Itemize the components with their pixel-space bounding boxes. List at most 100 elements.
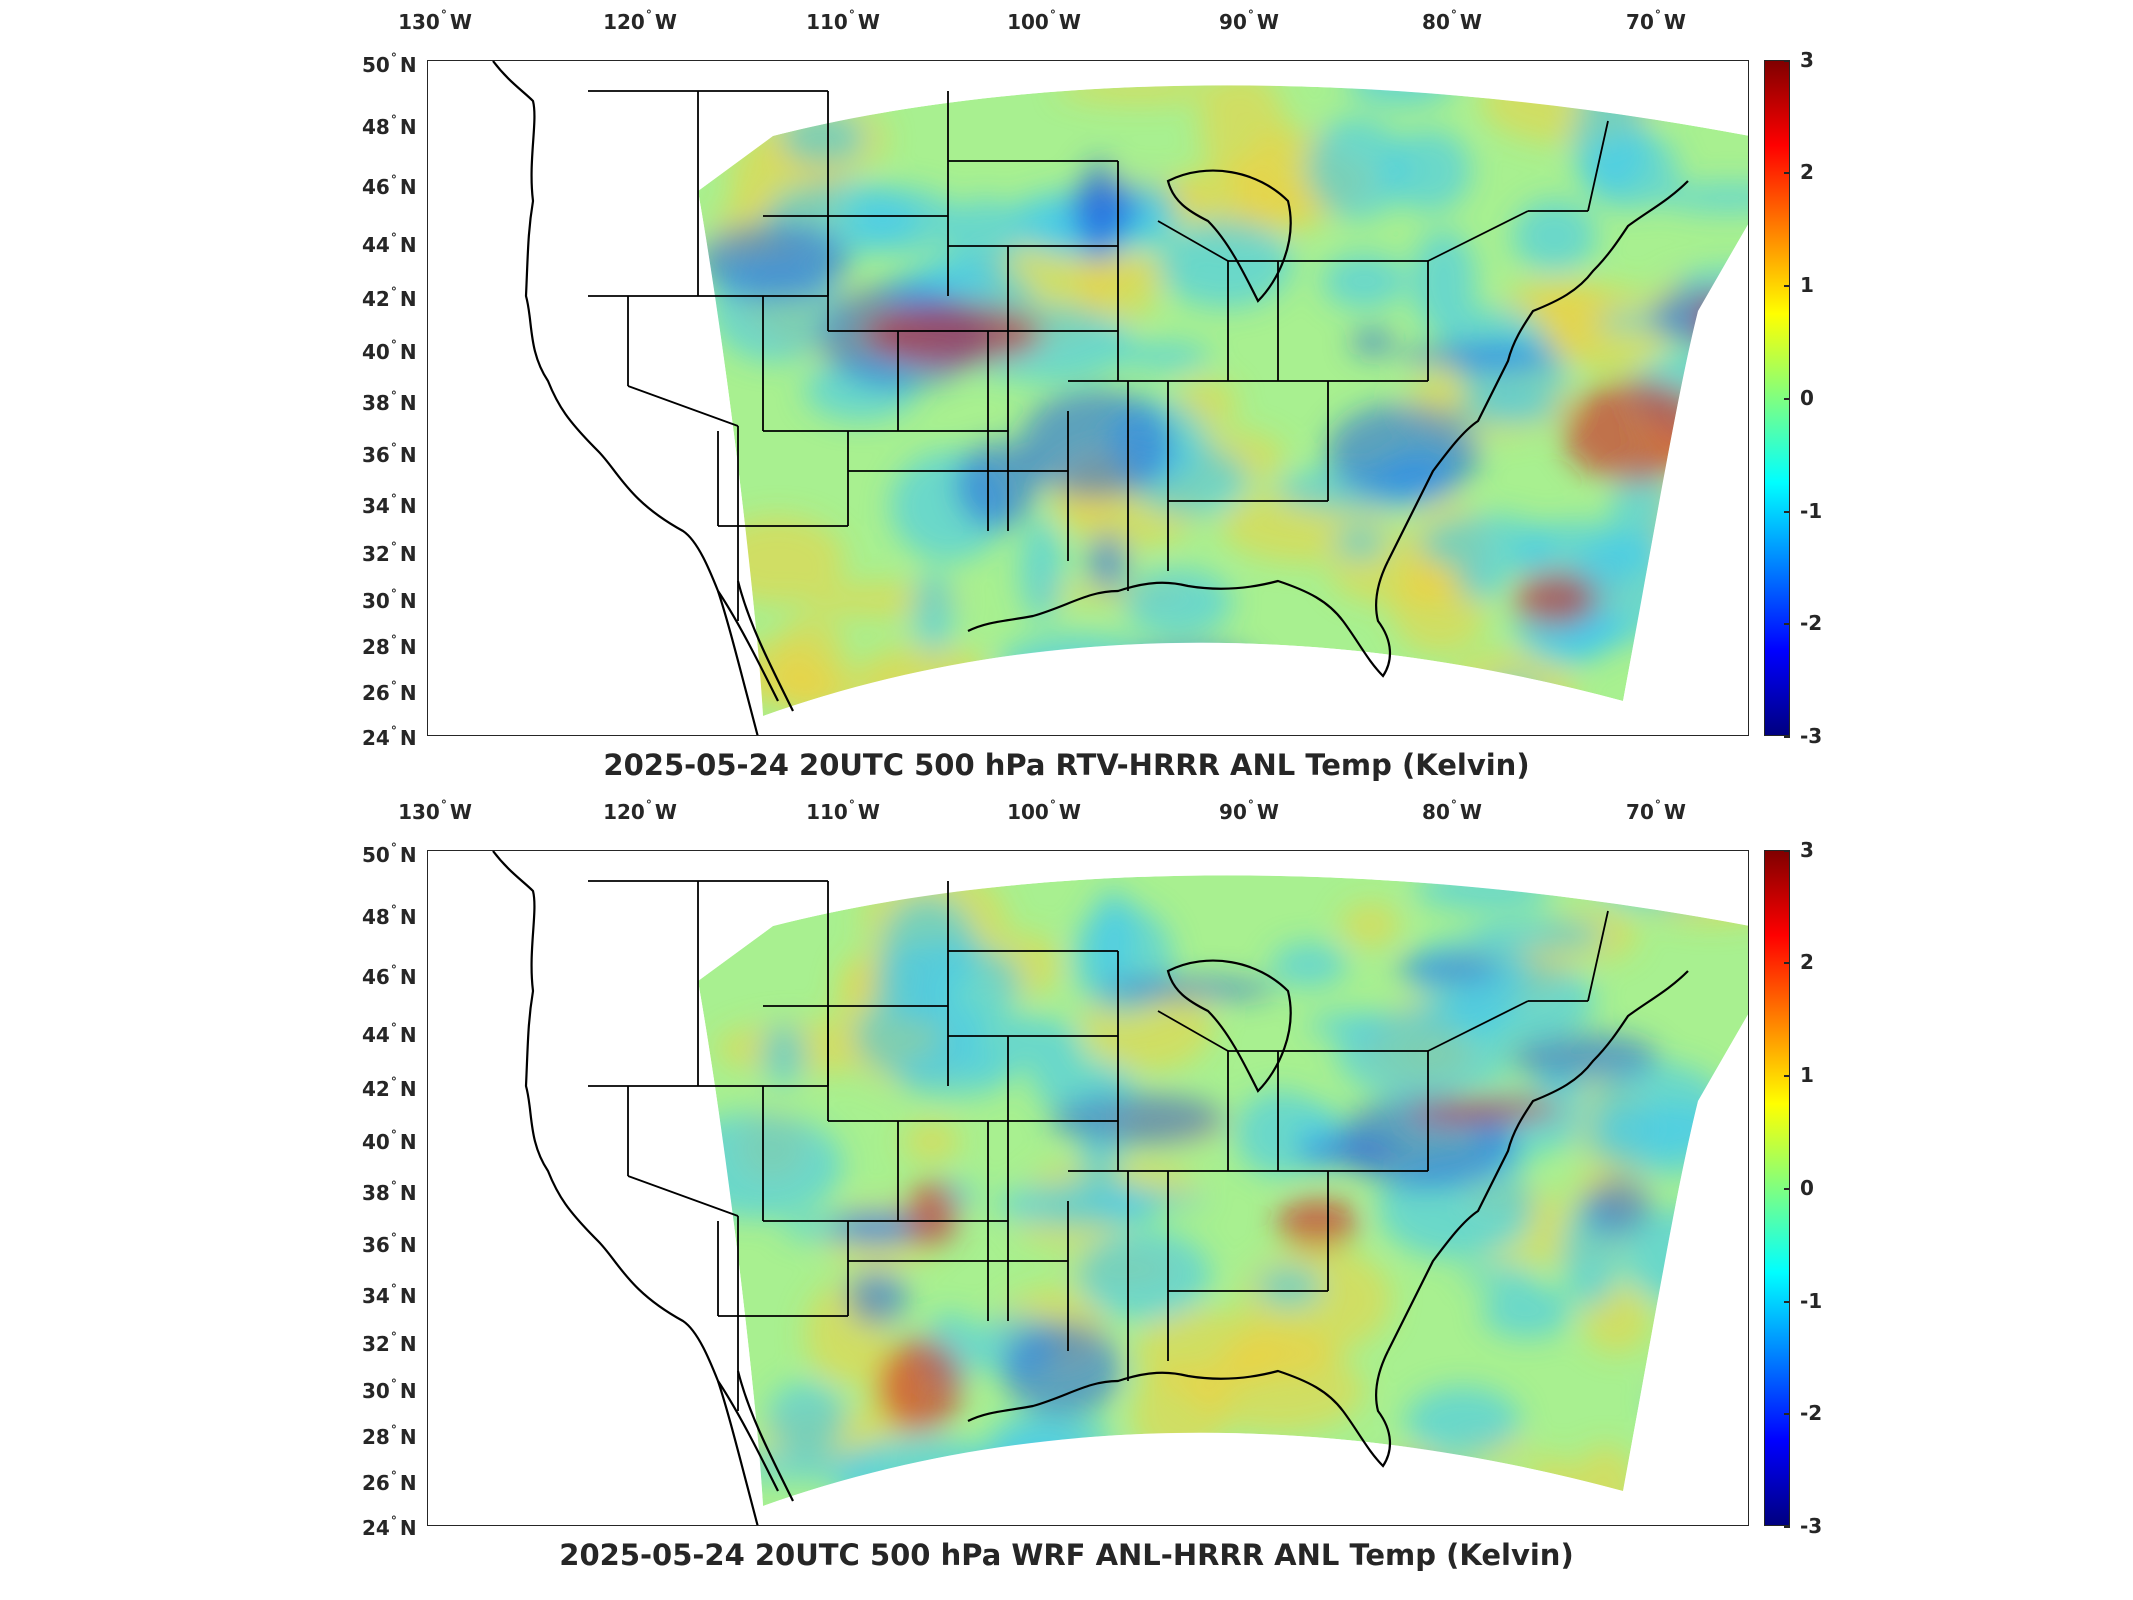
field-patch [1646, 484, 1748, 565]
field-patch [1658, 183, 1748, 213]
field-patch [1670, 1414, 1748, 1474]
state-border [1427, 1000, 1529, 1052]
temperature-field [698, 875, 1748, 1506]
field-patch [1596, 875, 1721, 909]
colorbar-tick-mark [1784, 511, 1790, 513]
latitude-label: 24° N [362, 1514, 417, 1540]
coastline [1387, 180, 1689, 562]
coastline [967, 560, 1391, 678]
field-patch [1276, 1197, 1358, 1250]
field-patch [1398, 343, 1562, 370]
field-patch [1414, 875, 1554, 910]
field-patch [1350, 327, 1395, 357]
state-border [1157, 1010, 1229, 1052]
colorbar-tick-mark [1784, 1301, 1790, 1303]
field-patch [1019, 388, 1174, 499]
longitude-label: 80° W [1422, 8, 1482, 34]
latitude-label: 40° N [362, 1128, 417, 1154]
coastline [492, 61, 759, 735]
field-patch [1125, 645, 1257, 689]
field-patch [859, 643, 989, 701]
latitude-label: 46° N [362, 173, 417, 199]
colorbar-tick-mark [1784, 623, 1790, 625]
field-patch [698, 223, 851, 300]
colorbar-tick-mark [1784, 398, 1790, 400]
field-patch [766, 1382, 846, 1457]
colorbar-tick-label: 2 [1800, 160, 1814, 184]
field-patch [698, 1112, 843, 1219]
latitude-label: 40° N [362, 338, 417, 364]
field-patch [1697, 290, 1741, 355]
field-patch [1532, 277, 1609, 356]
colorbar-tick-label: -1 [1800, 1289, 1823, 1313]
latitude-label: 50° N [362, 51, 417, 77]
colorbar-tick-mark [1784, 1413, 1790, 1415]
field-patch [879, 1337, 962, 1434]
field-patch [1340, 902, 1401, 948]
latitude-label: 36° N [362, 441, 417, 467]
colorbar-tick-label: 0 [1800, 1176, 1814, 1200]
top-map-panel: 130° W 120° W 110° W 100° W 90° W 80° W 70° W 50° N 48°… [362, 8, 1823, 782]
field-patch [902, 1120, 961, 1162]
colorbar-tick-mark [1784, 1188, 1790, 1190]
longitude-label: 70° W [1626, 798, 1686, 824]
latitude-label: 34° N [362, 492, 417, 518]
latitude-label: 30° N [362, 1377, 417, 1403]
field-patch [1651, 289, 1748, 345]
temperature-field [698, 85, 1748, 716]
field-patch [1569, 85, 1723, 101]
field-patch [1326, 403, 1480, 502]
colorbar-tick-mark [1784, 285, 1790, 287]
field-patch [1019, 518, 1064, 622]
latitude-label: 38° N [362, 389, 417, 415]
field-patch [949, 197, 1021, 273]
latitude-label: 26° N [362, 1469, 417, 1495]
field-patch [1572, 1445, 1638, 1506]
field-patch [1346, 85, 1456, 107]
field-patch [1469, 917, 1605, 953]
field-patch [1529, 1453, 1575, 1506]
field-patch [1649, 1381, 1744, 1419]
latitude-label: 30° N [362, 587, 417, 613]
latitude-label: 32° N [362, 540, 417, 566]
colorbar-tick-mark [1784, 60, 1790, 62]
longitude-label: 90° W [1219, 798, 1279, 824]
field-patch [1120, 342, 1211, 371]
colorbar-tick-mark [1784, 962, 1790, 964]
field-patch [1339, 1464, 1479, 1506]
field-patch [879, 894, 977, 1002]
field-patch [1405, 1386, 1521, 1457]
colorbar-tick-label: 1 [1800, 1063, 1814, 1087]
state-border [627, 385, 739, 427]
map-plot-area [427, 60, 1749, 736]
coastlines-and-borders [492, 61, 1689, 735]
latitude-label: 32° N [362, 1330, 417, 1356]
field-patch [967, 1452, 1032, 1480]
longitude-label: 110° W [806, 798, 880, 824]
field-patch [1512, 571, 1598, 626]
field-patch [1584, 1178, 1652, 1238]
field-patch [1386, 129, 1471, 213]
field-patch [912, 569, 954, 654]
field-patch [1238, 688, 1320, 712]
latitude-label: 38° N [362, 1179, 417, 1205]
field-patch [849, 188, 961, 254]
state-border [1587, 910, 1609, 1002]
field-patch [1070, 180, 1140, 236]
coastline [1387, 970, 1689, 1352]
latitude-label: 24° N [362, 724, 417, 750]
field-patch [1100, 976, 1279, 1001]
great-lakes [1166, 169, 1292, 303]
field-patch [1394, 956, 1501, 982]
field-patch [1049, 1093, 1224, 1146]
longitude-label: 110° W [806, 8, 880, 34]
colorbar-tick-label: 2 [1800, 950, 1814, 974]
latitude-label: 44° N [362, 231, 417, 257]
field-patch [1455, 565, 1507, 601]
colorbar-tick-mark [1784, 1075, 1790, 1077]
longitude-label: 120° W [603, 8, 677, 34]
colorbar-tick-label: -3 [1800, 724, 1823, 748]
field-patch [1658, 1347, 1740, 1426]
colorbar-tick-label: -1 [1800, 499, 1823, 523]
bottom-map-panel: 130° W 120° W 110° W 100° W 90° W 80° W 70° W 50° N 48°… [0, 790, 2133, 1590]
